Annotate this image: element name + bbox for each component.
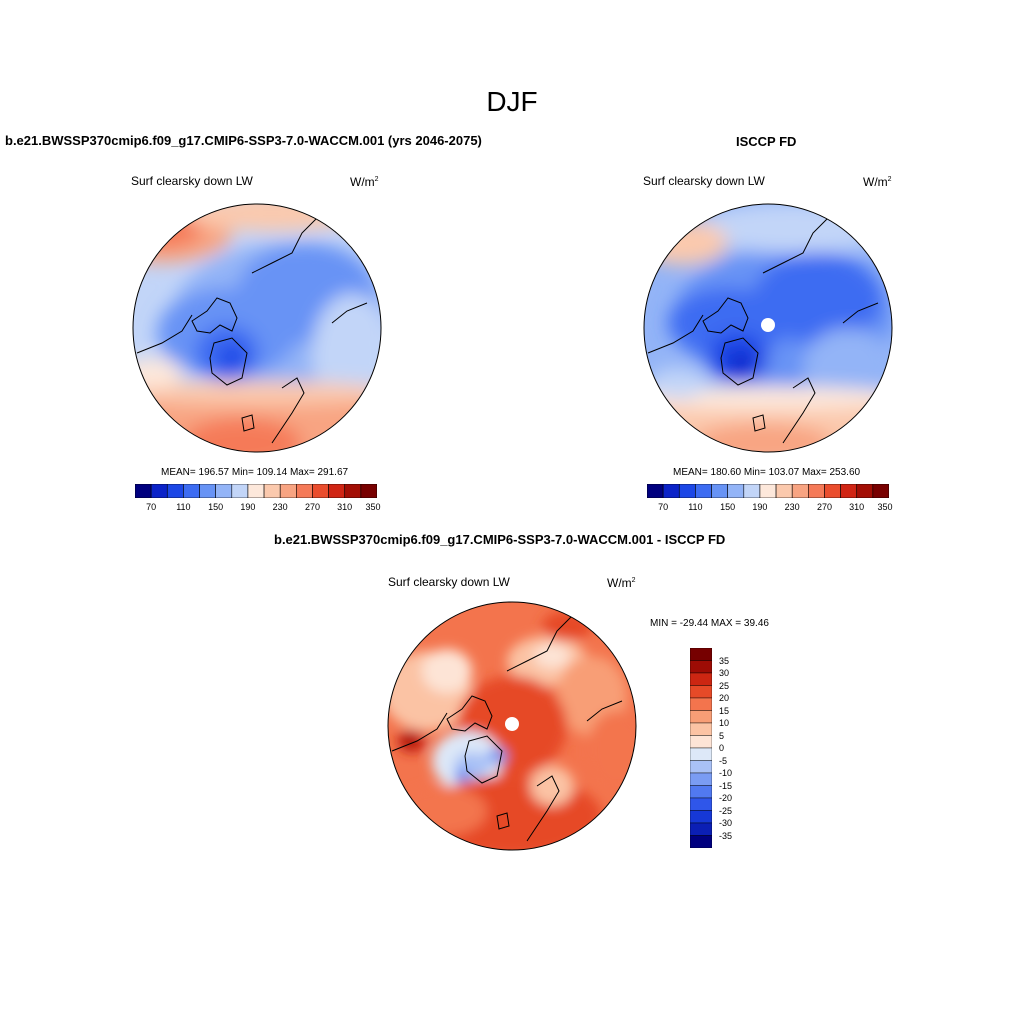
diff-variable-label: Surf clearsky down LW	[388, 575, 510, 589]
colorbar-tick: 35	[719, 655, 730, 666]
colorbar-tick: -5	[719, 755, 728, 766]
colorbar-swatch	[690, 710, 712, 724]
colorbar-swatch	[199, 484, 216, 498]
colorbar-tick: 230	[272, 502, 288, 512]
season-title: DJF	[486, 86, 538, 117]
colorbar-tick: -25	[719, 805, 733, 816]
colorbar-tick: 10	[719, 718, 730, 728]
colorbar-swatch	[360, 484, 377, 498]
model-variable-label: Surf clearsky down LW	[131, 174, 253, 188]
diff-polar-map	[387, 601, 637, 851]
colorbar-swatch	[690, 697, 712, 711]
colorbar-swatch	[690, 747, 712, 761]
obs-variable-label: Surf clearsky down LW	[643, 174, 765, 188]
colorbar-swatch	[791, 484, 809, 498]
colorbar-swatch	[263, 484, 281, 498]
model-polar-map	[132, 203, 382, 453]
colorbar-tick: 270	[304, 502, 321, 512]
colorbar-swatch	[743, 484, 761, 498]
colorbar-swatch	[775, 484, 793, 498]
model-units-label: W/m2	[350, 175, 379, 189]
colorbar-tick: 70	[658, 502, 669, 512]
colorbar-swatch	[690, 672, 712, 686]
colorbar-swatch	[727, 484, 745, 498]
obs-colorbar	[647, 484, 889, 498]
colorbar-swatch	[231, 484, 249, 498]
colorbar-swatch	[840, 484, 858, 498]
colorbar-swatch	[690, 760, 712, 774]
colorbar-swatch	[328, 484, 346, 498]
colorbar-swatch	[695, 484, 712, 498]
model-colorbar	[135, 484, 377, 498]
colorbar-tick: 0	[719, 743, 725, 753]
colorbar-tick: 150	[720, 502, 736, 512]
colorbar-swatch	[678, 484, 696, 498]
colorbar-swatch	[690, 785, 712, 799]
colorbar-swatch	[166, 484, 184, 498]
colorbar-swatch	[808, 484, 825, 498]
diff-colorbar-ticks: 35 30 25 20 15 10 5 0 -5 -10 -15 -20 -25…	[719, 648, 759, 848]
colorbar-tick: 70	[146, 502, 157, 512]
colorbar-swatch	[690, 810, 712, 824]
colorbar-swatch	[856, 484, 874, 498]
colorbar-tick: 110	[176, 502, 191, 512]
colorbar-tick: 230	[784, 502, 800, 512]
obs-polar-map	[643, 203, 893, 453]
colorbar-swatch	[824, 484, 841, 498]
colorbar-swatch	[135, 484, 152, 498]
colorbar-tick: 350	[365, 502, 381, 512]
obs-units-label: W/m2	[863, 175, 892, 189]
colorbar-swatch	[296, 484, 313, 498]
colorbar-swatch	[690, 797, 712, 811]
colorbar-tick: 20	[719, 693, 730, 703]
colorbar-tick: 110	[688, 502, 703, 512]
colorbar-swatch	[690, 722, 712, 736]
colorbar-tick: -30	[719, 818, 733, 828]
colorbar-tick: 190	[240, 502, 256, 512]
colorbar-swatch	[215, 484, 233, 498]
model-stats: MEAN= 196.57 Min= 109.14 Max= 291.67	[161, 467, 349, 478]
colorbar-swatch	[690, 822, 712, 836]
colorbar-swatch	[647, 484, 664, 498]
colorbar-tick: 270	[816, 502, 833, 512]
colorbar-swatch	[690, 835, 712, 848]
colorbar-tick: 310	[849, 502, 865, 512]
colorbar-swatch	[344, 484, 362, 498]
colorbar-swatch	[872, 484, 889, 498]
diff-panel-title: b.e21.BWSSP370cmip6.f09_g17.CMIP6-SSP3-7…	[274, 532, 726, 547]
colorbar-swatch	[690, 772, 712, 786]
obs-panel-title: ISCCP FD	[736, 134, 797, 149]
colorbar-tick: 310	[337, 502, 353, 512]
colorbar-swatch	[759, 484, 777, 498]
colorbar-tick: -35	[719, 830, 733, 841]
obs-colorbar-ticks: 70 110 150 190 230 270 310 350	[647, 502, 893, 514]
colorbar-swatch	[690, 648, 712, 661]
colorbar-tick: 30	[719, 668, 730, 678]
colorbar-tick: 350	[877, 502, 893, 512]
colorbar-swatch	[247, 484, 265, 498]
colorbar-tick: 15	[719, 705, 730, 716]
diff-colorbar	[690, 648, 712, 848]
colorbar-swatch	[312, 484, 329, 498]
colorbar-tick: 25	[719, 680, 730, 691]
colorbar-tick: -10	[719, 768, 733, 778]
colorbar-tick: 5	[719, 730, 725, 741]
colorbar-swatch	[183, 484, 200, 498]
model-panel-title: b.e21.BWSSP370cmip6.f09_g17.CMIP6-SSP3-7…	[5, 133, 482, 148]
colorbar-swatch	[711, 484, 728, 498]
colorbar-swatch	[690, 660, 712, 674]
colorbar-swatch	[662, 484, 680, 498]
colorbar-swatch	[279, 484, 297, 498]
obs-stats: MEAN= 180.60 Min= 103.07 Max= 253.60	[673, 467, 861, 478]
diff-stats: MIN = -29.44 MAX = 39.46	[650, 618, 769, 629]
colorbar-swatch	[150, 484, 168, 498]
model-colorbar-ticks: 70 110 150 190 230 270 310 350	[135, 502, 381, 514]
colorbar-tick: 150	[208, 502, 224, 512]
colorbar-tick: -20	[719, 793, 733, 803]
colorbar-tick: -15	[719, 780, 733, 791]
colorbar-swatch	[690, 685, 712, 699]
diff-units-label: W/m2	[607, 576, 636, 590]
colorbar-swatch	[690, 735, 712, 749]
colorbar-tick: 190	[752, 502, 768, 512]
